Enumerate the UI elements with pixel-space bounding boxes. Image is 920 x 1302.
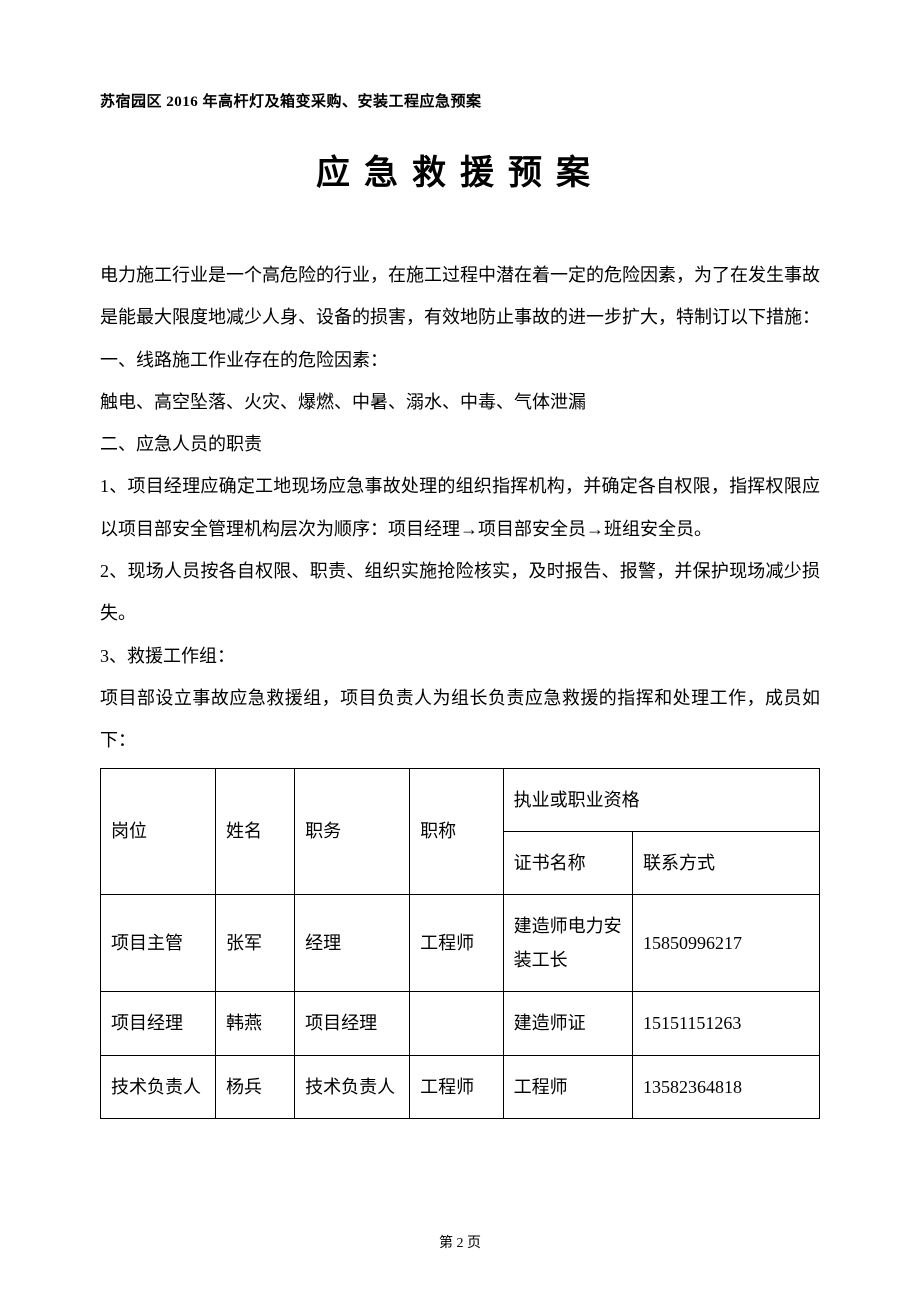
section2-item3: 3、救援工作组： <box>100 635 820 677</box>
table-row: 项目主管 张军 经理 工程师 建造师电力安装工长 15850996217 <box>101 894 820 991</box>
section1-body: 触电、高空坠落、火灾、爆燃、中暑、溺水、中毒、气体泄漏 <box>100 381 820 423</box>
th-position: 岗位 <box>101 768 216 894</box>
table-row: 技术负责人 杨兵 技术负责人 工程师 工程师 13582364818 <box>101 1055 820 1118</box>
cell-position: 技术负责人 <box>101 1055 216 1118</box>
cell-name: 韩燕 <box>216 992 295 1055</box>
page-footer: 第 2 页 <box>0 1232 920 1252</box>
cell-contact: 15151151263 <box>633 992 820 1055</box>
cell-duty: 技术负责人 <box>295 1055 410 1118</box>
section1-title: 一、线路施工作业存在的危险因素： <box>100 339 820 381</box>
th-duty: 职务 <box>295 768 410 894</box>
main-title: 应急救援预案 <box>100 145 820 194</box>
th-cert: 证书名称 <box>503 831 632 894</box>
section2-item3b: 项目部设立事故应急救援组，项目负责人为组长负责应急救援的指挥和处理工作，成员如下… <box>100 677 820 762</box>
table-header-row-1: 岗位 姓名 职务 职称 执业或职业资格 <box>101 768 820 831</box>
page-header: 苏宿园区 2016 年高杆灯及箱变采购、安装工程应急预案 <box>100 90 820 111</box>
cell-duty: 经理 <box>295 894 410 991</box>
cell-contact: 15850996217 <box>633 894 820 991</box>
cell-contact: 13582364818 <box>633 1055 820 1118</box>
cell-name: 张军 <box>216 894 295 991</box>
cell-title: 工程师 <box>410 894 503 991</box>
cell-cert: 建造师证 <box>503 992 632 1055</box>
cell-duty: 项目经理 <box>295 992 410 1055</box>
body-content: 电力施工行业是一个高危险的行业，在施工过程中潜在着一定的危险因素，为了在发生事故… <box>100 254 820 762</box>
cell-name: 杨兵 <box>216 1055 295 1118</box>
cell-cert: 工程师 <box>503 1055 632 1118</box>
section2-item1: 1、项目经理应确定工地现场应急事故处理的组织指挥机构，并确定各自权限，指挥权限应… <box>100 465 820 550</box>
table-row: 项目经理 韩燕 项目经理 建造师证 15151151263 <box>101 992 820 1055</box>
personnel-table: 岗位 姓名 职务 职称 执业或职业资格 证书名称 联系方式 项目主管 张军 经理… <box>100 768 820 1119</box>
th-qualification-group: 执业或职业资格 <box>503 768 819 831</box>
cell-title <box>410 992 503 1055</box>
th-name: 姓名 <box>216 768 295 894</box>
intro-paragraph: 电力施工行业是一个高危险的行业，在施工过程中潜在着一定的危险因素，为了在发生事故… <box>100 254 820 339</box>
cell-cert: 建造师电力安装工长 <box>503 894 632 991</box>
th-contact: 联系方式 <box>633 831 820 894</box>
section2-title: 二、应急人员的职责 <box>100 423 820 465</box>
th-title: 职称 <box>410 768 503 894</box>
section2-item2: 2、现场人员按各自权限、职责、组织实施抢险核实，及时报告、报警，并保护现场减少损… <box>100 550 820 635</box>
cell-position: 项目主管 <box>101 894 216 991</box>
cell-position: 项目经理 <box>101 992 216 1055</box>
document-page: 苏宿园区 2016 年高杆灯及箱变采购、安装工程应急预案 应急救援预案 电力施工… <box>0 0 920 1302</box>
cell-title: 工程师 <box>410 1055 503 1118</box>
